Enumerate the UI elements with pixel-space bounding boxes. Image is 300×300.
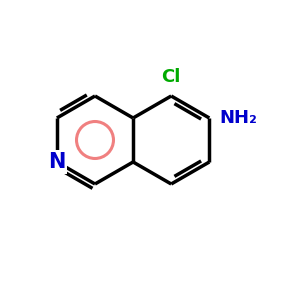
Text: N: N [48,152,66,172]
Text: Cl: Cl [161,68,181,86]
Text: NH₂: NH₂ [219,109,257,127]
